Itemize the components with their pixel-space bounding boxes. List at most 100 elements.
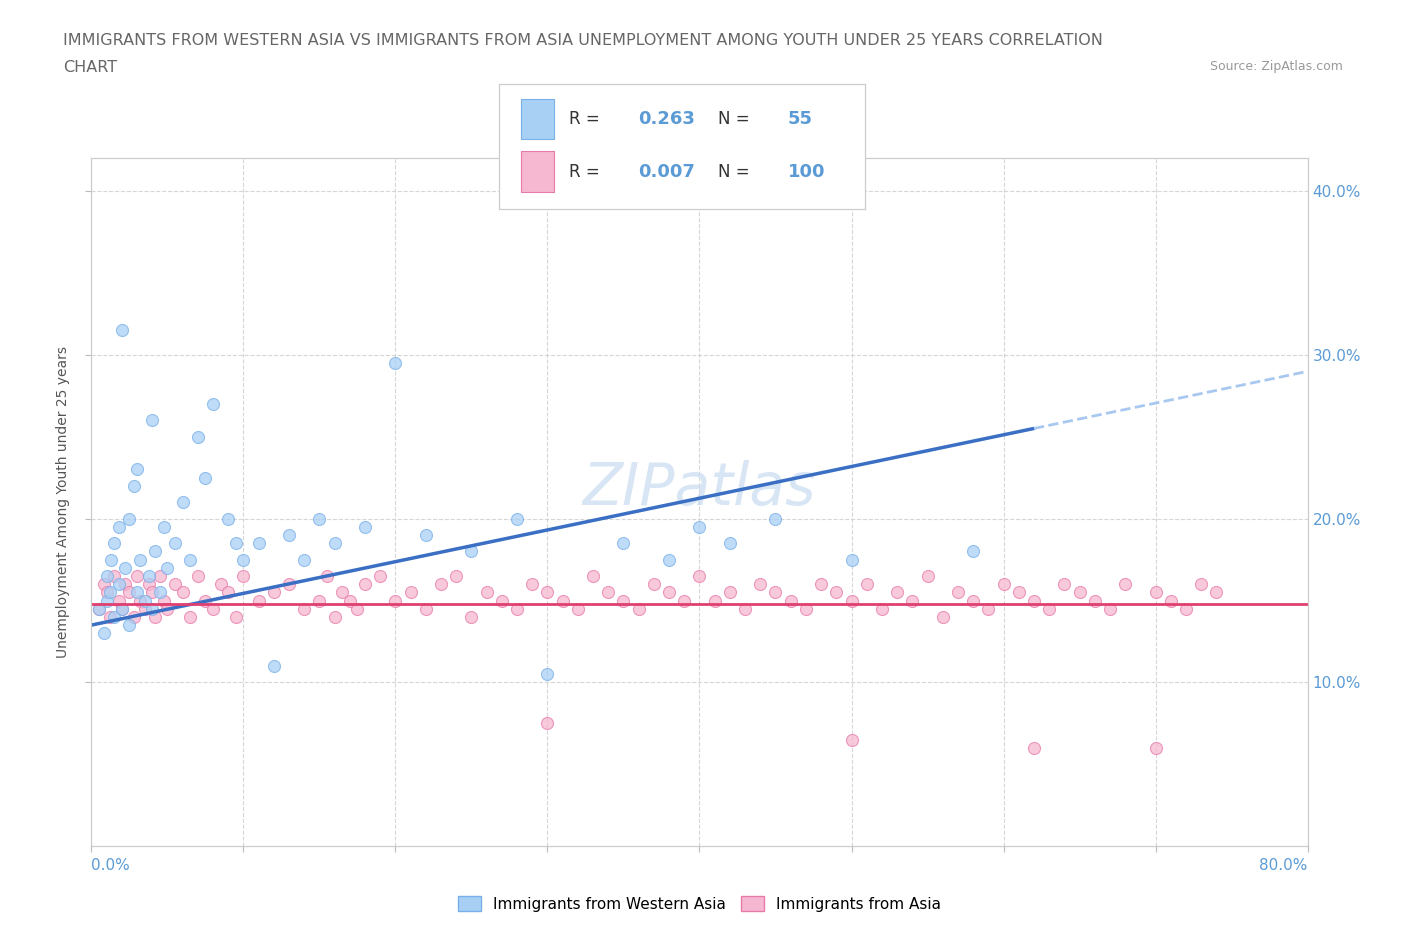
Point [225, 609, 247, 624]
Point [977, 602, 1000, 617]
Text: 100: 100 [787, 163, 825, 180]
Point [122, 609, 145, 624]
Point [354, 577, 377, 591]
Point [87, 602, 110, 617]
Point [149, 568, 172, 583]
Point [263, 658, 285, 673]
Text: 0.007: 0.007 [638, 163, 695, 180]
Point [232, 568, 254, 583]
Point [103, 609, 125, 624]
Point [143, 544, 166, 559]
Point [506, 602, 529, 617]
Point [308, 593, 330, 608]
Point [134, 602, 156, 617]
Point [187, 568, 209, 583]
Point [138, 577, 160, 591]
Point [430, 577, 453, 591]
Point [96, 593, 118, 608]
Point [444, 568, 467, 583]
Point [946, 585, 969, 600]
Point [794, 602, 817, 617]
Point [475, 585, 498, 600]
Point [1084, 593, 1107, 608]
Point [658, 552, 681, 567]
Point [962, 593, 984, 608]
Point [308, 512, 330, 526]
Text: 0.263: 0.263 [638, 110, 695, 127]
Point [114, 560, 136, 575]
Point [87, 602, 110, 617]
Point [111, 602, 134, 617]
Point [118, 618, 141, 632]
FancyBboxPatch shape [522, 152, 554, 192]
Point [384, 593, 406, 608]
Point [149, 585, 172, 600]
Text: R =: R = [568, 163, 605, 180]
Point [129, 552, 152, 567]
Point [209, 577, 232, 591]
Point [323, 536, 346, 551]
Point [460, 544, 482, 559]
Point [202, 396, 225, 411]
Point [179, 609, 201, 624]
Point [278, 577, 301, 591]
Point [658, 585, 681, 600]
Point [734, 602, 756, 617]
Point [278, 527, 301, 542]
Point [111, 602, 134, 617]
Point [1038, 602, 1060, 617]
Point [931, 609, 953, 624]
Point [143, 609, 166, 624]
Point [779, 593, 801, 608]
Point [825, 585, 848, 600]
Point [1053, 577, 1076, 591]
Text: N =: N = [718, 163, 755, 180]
Point [111, 323, 134, 338]
Point [330, 585, 353, 600]
Point [612, 593, 634, 608]
Point [688, 519, 710, 534]
Point [567, 602, 589, 617]
Point [107, 577, 129, 591]
Point [1372, 684, 1395, 698]
Point [551, 593, 574, 608]
Point [749, 577, 772, 591]
Point [225, 536, 247, 551]
Point [163, 577, 186, 591]
Point [156, 560, 179, 575]
Text: 0.0%: 0.0% [91, 857, 131, 872]
Point [172, 585, 194, 600]
Point [217, 585, 239, 600]
Point [141, 413, 163, 428]
Point [598, 585, 620, 600]
Point [103, 568, 125, 583]
Point [247, 593, 270, 608]
Point [125, 568, 148, 583]
Point [118, 585, 141, 600]
Point [765, 512, 787, 526]
Point [179, 552, 201, 567]
Point [1205, 585, 1227, 600]
Point [138, 568, 160, 583]
Point [346, 602, 368, 617]
Point [96, 568, 118, 583]
Point [582, 568, 605, 583]
Point [339, 593, 361, 608]
Point [129, 593, 152, 608]
Point [292, 602, 315, 617]
Point [122, 478, 145, 493]
Point [1144, 585, 1167, 600]
Point [1022, 593, 1045, 608]
Legend: Immigrants from Western Asia, Immigrants from Asia: Immigrants from Western Asia, Immigrants… [451, 890, 948, 918]
Point [187, 430, 209, 445]
Point [855, 577, 877, 591]
Point [125, 462, 148, 477]
Point [522, 577, 544, 591]
Point [103, 536, 125, 551]
Point [536, 585, 558, 600]
Point [384, 355, 406, 370]
Point [96, 585, 118, 600]
Point [1114, 577, 1136, 591]
Point [118, 512, 141, 526]
Text: ZIPatlas: ZIPatlas [582, 460, 817, 517]
